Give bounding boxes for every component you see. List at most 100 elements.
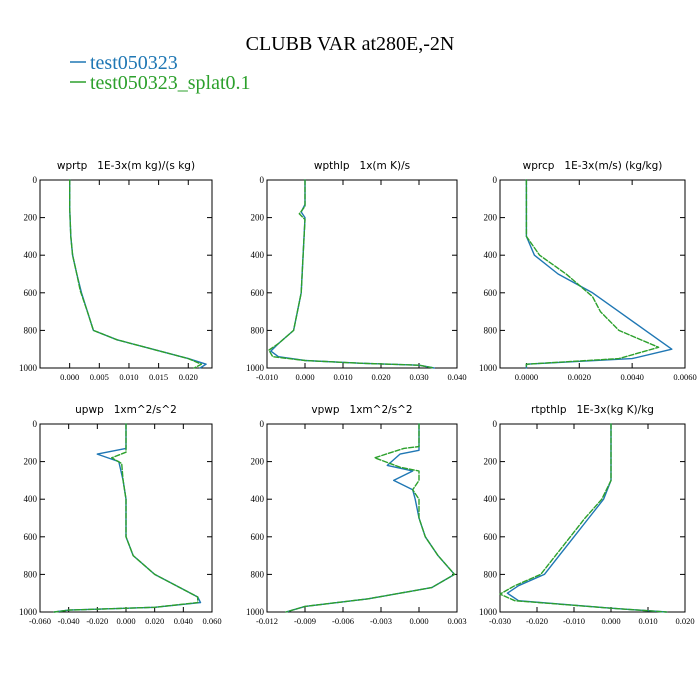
y-tick-label: 600: [251, 288, 265, 298]
series-line-1: [53, 423, 199, 613]
x-tick-label: 0.000: [409, 616, 428, 626]
legend: test050323 test050323_splat0.1: [70, 52, 251, 94]
series-line-0: [270, 179, 435, 369]
y-tick-label: 400: [484, 250, 498, 260]
x-tick-label: 0.020: [675, 616, 694, 626]
chart-panels: wprtp 1E-3x(m kg)/(s kg) 0 200 400 600 800 100…: [19, 160, 697, 626]
x-tick-label: 0.0000: [515, 372, 538, 382]
series-line-1: [499, 423, 668, 613]
x-tick-label: -0.010: [256, 372, 278, 382]
y-tick-label: 400: [251, 494, 265, 504]
y-tick-label: 400: [24, 494, 38, 504]
chart-title: upwp 1xm^2/s^2: [75, 404, 177, 416]
series-line-1: [525, 179, 660, 369]
y-tick-label: 600: [24, 288, 38, 298]
y-tick-label: 200: [24, 213, 38, 223]
y-tick-label: 0: [33, 419, 38, 429]
x-tick-label: -0.060: [29, 616, 51, 626]
plot-frame: [499, 423, 686, 613]
series-line-0: [69, 179, 207, 369]
y-tick-label: 1000: [19, 607, 38, 617]
series-line-0: [525, 179, 673, 369]
x-tick-label: 0.015: [149, 372, 168, 382]
y-tick-label: 0: [260, 175, 265, 185]
y-tick-label: 800: [484, 325, 498, 335]
y-tick-label: 1000: [479, 607, 498, 617]
x-tick-label: -0.003: [370, 616, 392, 626]
plot-frame: [39, 179, 213, 369]
chart-panel-5: rtpthlp 1E-3x(kg K)/kg02004006008001000-…: [479, 404, 695, 626]
x-tick-label: 0.040: [174, 616, 193, 626]
x-tick-label: -0.030: [489, 616, 511, 626]
x-tick-label: 0.000: [295, 372, 314, 382]
y-tick-label: 600: [484, 288, 498, 298]
x-tick-label: -0.020: [526, 616, 548, 626]
y-tick-label: 800: [24, 569, 38, 579]
chart-title: vpwp 1xm^2/s^2: [311, 404, 412, 416]
series-line-1: [285, 423, 456, 613]
legend-label-0: test050323: [90, 52, 178, 74]
x-tick-label: 0.020: [371, 372, 390, 382]
chart-panel-2: wprcp 1E-3x(m/s) (kg/kg) 0 200 400 600 800 100…: [479, 160, 697, 382]
y-tick-label: 1000: [246, 363, 265, 373]
y-tick-label: 200: [24, 457, 38, 467]
x-tick-label: -0.040: [58, 616, 80, 626]
y-tick-label: 200: [251, 213, 265, 223]
x-tick-label: 0.010: [119, 372, 138, 382]
x-tick-label: 0.000: [116, 616, 135, 626]
chart-panel-1: wpthlp 1x(m K)/s 0 200 400 600 800 1000-0.010 0…: [246, 160, 467, 382]
x-tick-label: 0.040: [447, 372, 466, 382]
x-tick-label: 0.010: [333, 372, 352, 382]
x-tick-label: 0.0060: [673, 372, 696, 382]
x-tick-label: -0.010: [563, 616, 585, 626]
y-tick-label: 200: [484, 457, 498, 467]
x-tick-label: 0.020: [179, 372, 198, 382]
y-tick-label: 1000: [246, 607, 265, 617]
y-tick-label: 0: [493, 419, 498, 429]
y-tick-label: 200: [251, 457, 265, 467]
chart-title: wprtp 1E-3x(m kg)/(s kg): [57, 160, 195, 172]
y-tick-label: 0: [260, 419, 265, 429]
x-tick-label: 0.000: [601, 616, 620, 626]
series-line-1: [268, 179, 435, 369]
series-line-0: [53, 423, 202, 613]
y-tick-label: 800: [24, 325, 38, 335]
chart-panel-3: upwp 1xm^2/s^2 0 200 400 600 800 1000-0.060 -0.…: [19, 404, 222, 626]
x-tick-label: 0.000: [60, 372, 79, 382]
x-tick-label: 0.0040: [620, 372, 643, 382]
y-tick-label: 0: [33, 175, 38, 185]
chart-panel-0: wprtp 1E-3x(m kg)/(s kg) 0 200 400 600 800 100…: [19, 160, 213, 382]
y-tick-label: 0: [493, 175, 498, 185]
y-tick-label: 800: [251, 569, 265, 579]
series-line-0: [285, 423, 456, 613]
chart-title: wpthlp 1x(m K)/s: [314, 160, 410, 172]
plot-frame: [499, 179, 686, 369]
chart-title: wprcp 1E-3x(m/s) (kg/kg): [523, 160, 663, 172]
series-line-1: [69, 179, 202, 369]
y-tick-label: 600: [484, 532, 498, 542]
y-tick-label: 600: [251, 532, 265, 542]
figure-title: CLUBB VAR at280E,-2N: [246, 33, 455, 55]
y-tick-label: 400: [251, 250, 265, 260]
plot-frame: [266, 179, 458, 369]
x-tick-label: 0.005: [90, 372, 109, 382]
y-tick-label: 200: [484, 213, 498, 223]
series-line-0: [506, 423, 668, 613]
x-tick-label: -0.012: [256, 616, 278, 626]
chart-title: rtpthlp 1E-3x(kg K)/kg: [531, 404, 654, 416]
y-tick-label: 400: [24, 250, 38, 260]
x-tick-label: -0.020: [86, 616, 108, 626]
y-tick-label: 1000: [19, 363, 38, 373]
legend-label-1: test050323_splat0.1: [90, 72, 251, 94]
y-tick-label: 600: [24, 532, 38, 542]
x-tick-label: 0.060: [202, 616, 221, 626]
y-tick-label: 800: [484, 569, 498, 579]
x-tick-label: 0.010: [638, 616, 657, 626]
y-tick-label: 800: [251, 325, 265, 335]
plot-frame: [266, 423, 458, 613]
x-tick-label: 0.020: [145, 616, 164, 626]
chart-panel-4: vpwp 1xm^2/s^2 0 200 400 600 800 1000-0.012 -0.…: [246, 404, 467, 626]
y-tick-label: 1000: [479, 363, 498, 373]
y-tick-label: 400: [484, 494, 498, 504]
